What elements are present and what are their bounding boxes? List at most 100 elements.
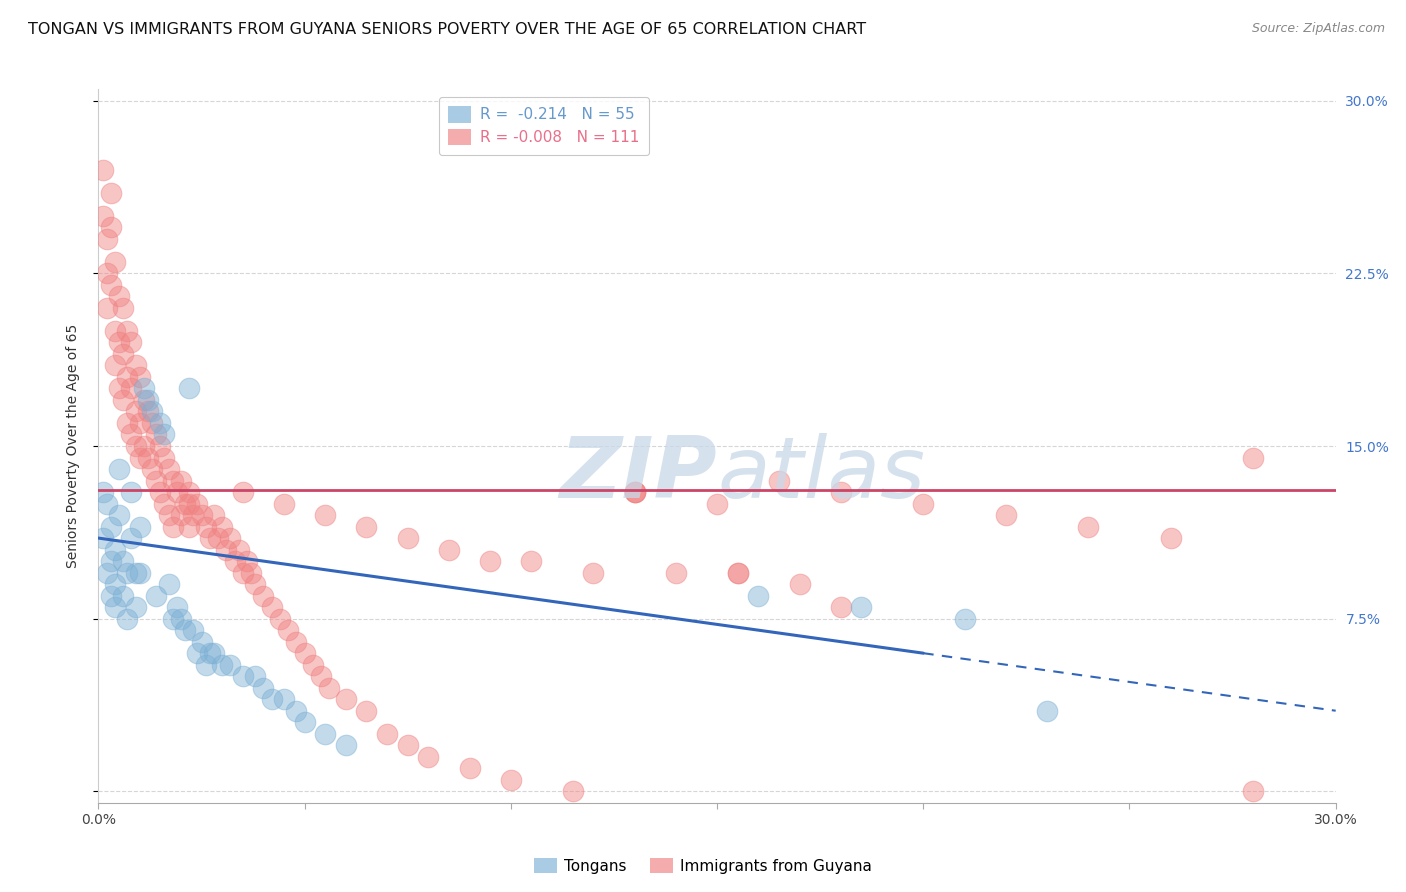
Point [302, 657, 325, 672]
Point [851, 600, 873, 615]
Point [186, 497, 208, 511]
Point [117, 370, 139, 384]
Point [112, 347, 135, 361]
Y-axis label: Seniors Poverty Over the Age of 65: Seniors Poverty Over the Age of 65 [66, 324, 80, 568]
Point [186, 646, 208, 660]
Point [179, 519, 201, 533]
Point [132, 381, 155, 395]
Point [252, 681, 274, 695]
Point [912, 497, 935, 511]
Point [623, 485, 645, 500]
Point [219, 531, 242, 545]
Point [215, 542, 238, 557]
Point [1077, 519, 1099, 533]
Point [104, 359, 127, 373]
Point [273, 692, 295, 706]
Point [232, 566, 254, 580]
Point [120, 335, 142, 350]
Point [830, 600, 852, 615]
Point [437, 542, 460, 557]
Point [1036, 704, 1059, 718]
Point [100, 589, 122, 603]
Point [162, 612, 184, 626]
Point [623, 485, 645, 500]
Point [335, 738, 357, 752]
Point [128, 450, 150, 465]
Point [96, 266, 118, 280]
Point [314, 508, 336, 522]
Point [124, 439, 146, 453]
Point [100, 186, 122, 200]
Point [128, 416, 150, 430]
Point [768, 474, 790, 488]
Point [194, 519, 217, 533]
Point [162, 474, 184, 488]
Point [96, 566, 118, 580]
Point [141, 462, 163, 476]
Point [285, 634, 308, 648]
Point [418, 749, 440, 764]
Point [153, 497, 176, 511]
Point [499, 772, 522, 787]
Point [104, 542, 127, 557]
Point [162, 519, 184, 533]
Point [104, 324, 127, 338]
Point [273, 497, 295, 511]
Point [727, 566, 749, 580]
Point [202, 508, 225, 522]
Point [252, 589, 274, 603]
Point [112, 301, 135, 315]
Point [120, 531, 142, 545]
Point [194, 657, 217, 672]
Point [108, 335, 131, 350]
Point [120, 381, 142, 395]
Point [219, 657, 242, 672]
Point [108, 508, 131, 522]
Point [561, 784, 583, 798]
Point [260, 692, 283, 706]
Text: Source: ZipAtlas.com: Source: ZipAtlas.com [1251, 22, 1385, 36]
Point [582, 566, 605, 580]
Point [108, 289, 131, 303]
Point [136, 404, 159, 418]
Point [132, 392, 155, 407]
Point [396, 738, 419, 752]
Point [96, 301, 118, 315]
Point [145, 427, 167, 442]
Point [179, 485, 201, 500]
Text: atlas: atlas [717, 433, 925, 516]
Point [104, 600, 127, 615]
Point [100, 277, 122, 292]
Point [953, 612, 976, 626]
Point [202, 646, 225, 660]
Point [224, 554, 246, 568]
Point [277, 623, 299, 637]
Point [100, 220, 122, 235]
Point [104, 255, 127, 269]
Point [96, 497, 118, 511]
Legend: R =  -0.214   N = 55, R = -0.008   N = 111: R = -0.214 N = 55, R = -0.008 N = 111 [439, 97, 648, 154]
Point [174, 623, 197, 637]
Point [260, 600, 283, 615]
Point [228, 542, 250, 557]
Point [179, 497, 201, 511]
Point [141, 416, 163, 430]
Point [157, 577, 180, 591]
Point [243, 669, 266, 683]
Point [190, 508, 212, 522]
Point [91, 485, 114, 500]
Point [207, 531, 229, 545]
Point [124, 600, 146, 615]
Point [132, 439, 155, 453]
Point [211, 657, 233, 672]
Point [112, 589, 135, 603]
Point [179, 381, 201, 395]
Text: TONGAN VS IMMIGRANTS FROM GUYANA SENIORS POVERTY OVER THE AGE OF 65 CORRELATION : TONGAN VS IMMIGRANTS FROM GUYANA SENIORS… [28, 22, 866, 37]
Point [356, 704, 378, 718]
Point [128, 519, 150, 533]
Point [149, 485, 172, 500]
Point [117, 612, 139, 626]
Point [727, 566, 749, 580]
Point [91, 209, 114, 223]
Point [520, 554, 543, 568]
